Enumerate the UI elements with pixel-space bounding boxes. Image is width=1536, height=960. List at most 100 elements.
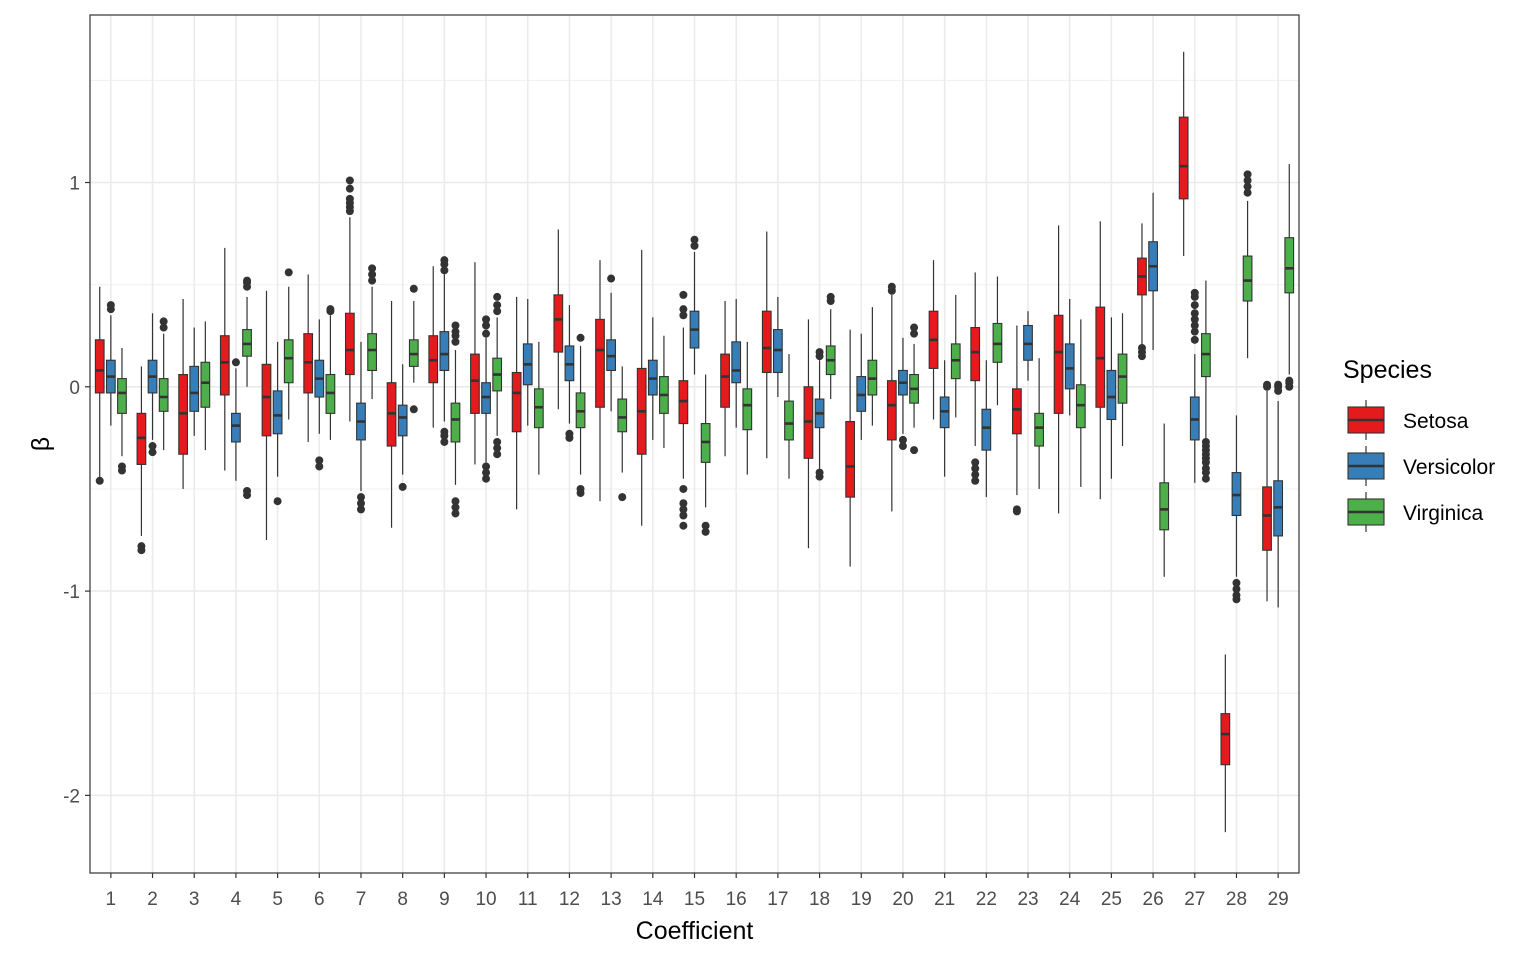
box-iqr xyxy=(553,294,564,353)
legend-label: Setosa xyxy=(1403,410,1469,433)
outlier-point xyxy=(1190,288,1199,297)
box-setosa-16 xyxy=(720,301,730,457)
outlier-point xyxy=(231,358,240,367)
box-virginica-16 xyxy=(742,341,753,475)
outlier-point xyxy=(345,184,354,193)
y-axis-title: β xyxy=(27,437,55,451)
outlier-point xyxy=(1232,578,1241,587)
outlier-point xyxy=(971,458,980,467)
outlier-point xyxy=(1285,376,1294,385)
outlier-point xyxy=(1263,380,1272,389)
box-virginica-3 xyxy=(200,321,211,451)
box-iqr xyxy=(761,310,772,374)
box-versicolor-9 xyxy=(439,256,450,446)
outlier-point xyxy=(565,433,574,442)
outlier-point xyxy=(1232,595,1241,604)
outlier-point xyxy=(356,505,365,514)
outlier-point xyxy=(679,305,688,314)
box-versicolor-23 xyxy=(1023,311,1033,381)
box-setosa-6 xyxy=(303,274,314,442)
outlier-point xyxy=(451,321,460,330)
box-setosa-3 xyxy=(178,298,188,489)
outlier-point xyxy=(356,499,365,508)
outlier-point xyxy=(451,337,460,346)
outlier-point xyxy=(1201,458,1210,467)
box-virginica-22 xyxy=(992,276,1003,406)
y-tick-label: -2 xyxy=(63,786,80,807)
outlier-point xyxy=(148,448,157,457)
outlier-point xyxy=(971,464,980,473)
outlier-point xyxy=(679,505,688,514)
box-virginica-20 xyxy=(909,323,919,455)
legend-entry-versicolor: Versicolor xyxy=(1347,446,1495,486)
outlier-point xyxy=(576,489,585,498)
box-iqr xyxy=(731,341,742,384)
box-iqr xyxy=(1064,343,1075,390)
box-versicolor-26 xyxy=(1148,192,1158,351)
box-setosa-27 xyxy=(1178,51,1189,257)
x-tick-label: 23 xyxy=(1017,889,1038,910)
x-tick-label: 24 xyxy=(1059,889,1081,910)
outlier-point xyxy=(679,499,688,508)
outlier-point xyxy=(482,329,491,338)
box-versicolor-11 xyxy=(522,298,533,426)
x-tick-label: 6 xyxy=(314,889,325,910)
outlier-point xyxy=(679,511,688,520)
outlier-point xyxy=(493,292,502,301)
box-iqr xyxy=(1262,486,1272,551)
outlier-point xyxy=(451,509,460,518)
box-versicolor-1 xyxy=(105,301,116,426)
outlier-point xyxy=(326,305,335,314)
box-virginica-13 xyxy=(617,366,628,502)
outlier-point xyxy=(368,270,377,279)
outlier-point xyxy=(482,462,491,471)
outlier-point xyxy=(440,256,449,265)
box-iqr xyxy=(367,333,377,372)
x-tick-label: 10 xyxy=(475,889,496,910)
box-virginica-5 xyxy=(283,268,294,420)
legend-title: Species xyxy=(1343,356,1432,384)
box-iqr xyxy=(1178,116,1189,200)
box-versicolor-22 xyxy=(981,360,992,498)
box-series xyxy=(94,51,1295,833)
outlier-point xyxy=(1190,309,1199,318)
box-virginica-27 xyxy=(1201,280,1211,483)
box-iqr xyxy=(450,402,461,443)
box-versicolor-29 xyxy=(1273,380,1284,608)
outlier-point xyxy=(887,282,896,291)
box-setosa-9 xyxy=(428,266,439,428)
outlier-point xyxy=(243,491,252,500)
box-iqr xyxy=(886,380,897,441)
box-virginica-11 xyxy=(533,341,544,475)
outlier-point xyxy=(409,284,418,293)
box-versicolor-10 xyxy=(481,315,491,483)
outlier-point xyxy=(368,264,377,273)
outlier-point xyxy=(1190,335,1199,344)
outlier-point xyxy=(1232,585,1241,594)
box-setosa-13 xyxy=(595,260,605,502)
outlier-point xyxy=(345,194,354,203)
outlier-point xyxy=(493,450,502,459)
outlier-point xyxy=(493,444,502,453)
box-versicolor-17 xyxy=(772,296,783,398)
x-tick-label: 13 xyxy=(601,889,622,910)
box-iqr xyxy=(981,408,992,451)
box-virginica-17 xyxy=(784,354,794,479)
box-versicolor-27 xyxy=(1189,288,1200,483)
outlier-point xyxy=(1190,301,1199,310)
box-setosa-8 xyxy=(386,301,397,528)
box-versicolor-25 xyxy=(1106,317,1117,479)
box-iqr xyxy=(1284,237,1295,294)
box-iqr xyxy=(511,371,522,433)
x-tick-label: 12 xyxy=(559,889,580,910)
box-versicolor-13 xyxy=(606,274,617,412)
outlier-point xyxy=(440,437,449,446)
x-tick-label: 26 xyxy=(1143,889,1164,910)
box-iqr xyxy=(845,420,856,498)
box-iqr xyxy=(617,398,628,433)
box-iqr xyxy=(784,400,794,441)
box-virginica-14 xyxy=(659,335,669,449)
box-versicolor-5 xyxy=(272,341,283,506)
outlier-point xyxy=(493,301,502,310)
box-iqr xyxy=(1106,369,1117,421)
